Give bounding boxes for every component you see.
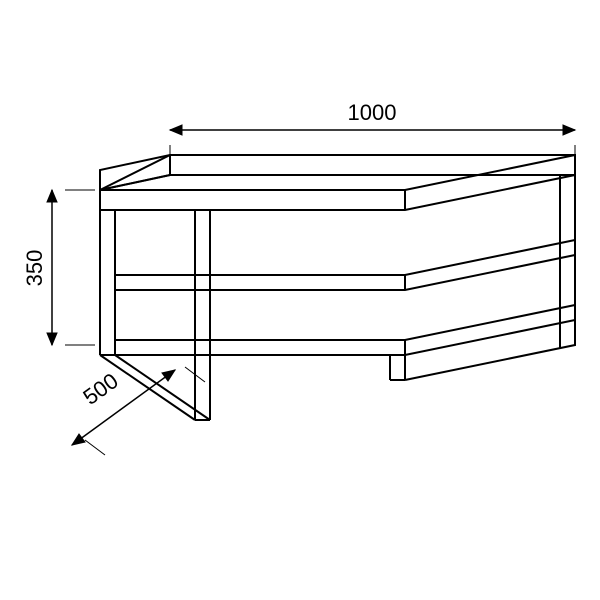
dimension-width: 1000 xyxy=(170,100,575,175)
dim-height-label: 350 xyxy=(22,250,47,287)
dim-depth-label: 500 xyxy=(78,368,122,410)
technical-drawing: 1000 350 500 xyxy=(0,0,600,600)
dimension-height: 350 xyxy=(22,190,95,345)
dim-width-label: 1000 xyxy=(348,100,397,125)
table-body xyxy=(100,155,575,420)
